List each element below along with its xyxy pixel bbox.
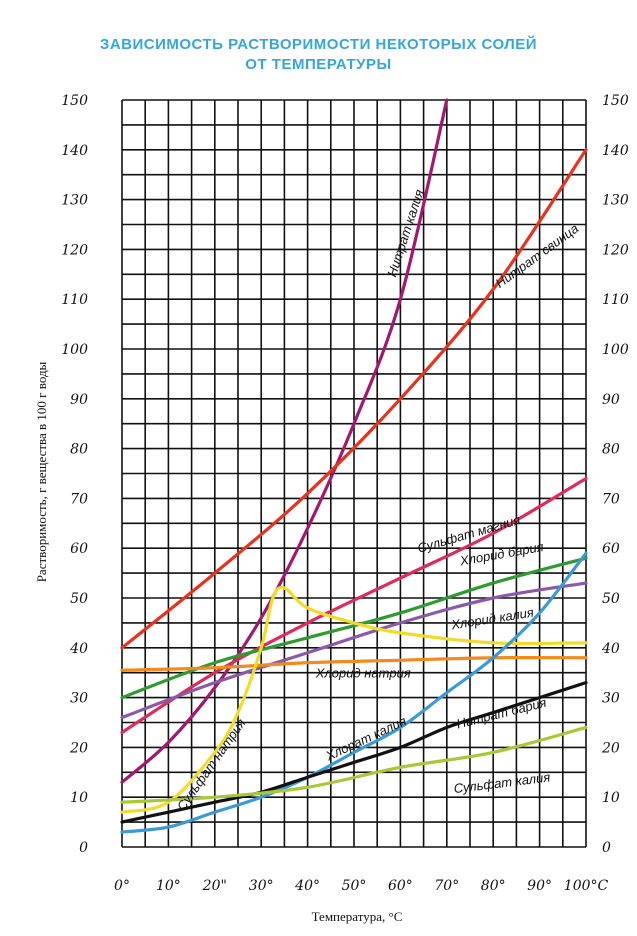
- series-label-10: Сульфат калия: [453, 769, 551, 796]
- y-tick-label-right: 70: [602, 491, 620, 507]
- series-line-1: [120, 98, 449, 784]
- y-tick-label-right: 20: [601, 740, 620, 756]
- y-tick-label-right: 50: [602, 591, 620, 607]
- series-line-7: [120, 585, 588, 814]
- y-tick-label-right: 40: [601, 641, 620, 657]
- y-tick-label-left: 110: [61, 292, 88, 308]
- y-tick-label-left: 60: [70, 541, 88, 557]
- x-axis-label: Температура, °С: [312, 909, 403, 924]
- x-tick-label: 40°: [294, 878, 320, 894]
- chart-title-line1: ЗАВИСИМОСТЬ РАСТВОРИМОСТИ НЕКОТОРЫХ СОЛЕ…: [99, 36, 538, 53]
- y-tick-label-left: 100: [61, 342, 88, 358]
- y-tick-label-right: 100: [602, 342, 629, 358]
- y-tick-label-left: 10: [70, 790, 88, 806]
- y-tick-label-right: 110: [602, 292, 629, 308]
- series-label-9: Нитрат бария: [455, 695, 548, 732]
- y-axis-label: Растворимость, г вещества в 100 г воды: [34, 361, 49, 582]
- y-tick-label-left: 30: [70, 691, 88, 707]
- series-line-6: [120, 655, 588, 672]
- y-tick-label-left: 80: [70, 442, 88, 458]
- series-line-3: [120, 476, 588, 735]
- x-tick-label: 80°: [481, 878, 506, 894]
- x-tick-label: 90°: [527, 878, 552, 894]
- series-line-10: [120, 725, 588, 804]
- x-tick-label: 50°: [342, 878, 367, 894]
- series-label-8: Хлорат калия: [323, 713, 409, 764]
- series-label-5: Хлорид калия: [449, 605, 535, 633]
- x-tick-label: 70°: [434, 878, 459, 894]
- series-label-2: Нитрат свинца: [493, 221, 582, 291]
- series-line-4: [120, 556, 588, 700]
- series-line-9: [120, 681, 588, 824]
- y-tick-label-right: 140: [602, 143, 629, 159]
- x-tick-label: 30°: [249, 878, 274, 894]
- y-tick-label-left: 90: [70, 392, 88, 408]
- x-tick-label: 100°C: [564, 878, 609, 894]
- y-tick-label-left: 120: [61, 242, 88, 258]
- y-tick-label-left: 140: [61, 143, 88, 159]
- y-tick-label-left: 0: [79, 840, 88, 856]
- series-label-1: Нитрат калия: [384, 187, 426, 278]
- y-tick-label-right: 0: [602, 840, 611, 856]
- y-tick-label-right: 90: [602, 392, 620, 408]
- y-tick-label-left: 20: [69, 740, 88, 756]
- x-tick-label: 20": [202, 878, 227, 894]
- y-tick-label-right: 10: [602, 790, 620, 806]
- x-tick-label: 10°: [156, 878, 181, 894]
- series-label-6: Хлорид натрия: [315, 666, 411, 681]
- y-tick-label-left: 50: [70, 591, 88, 607]
- series-line-2: [120, 148, 588, 650]
- y-tick-label-left: 40: [69, 641, 88, 657]
- y-tick-label-right: 130: [602, 193, 629, 209]
- x-tick-label: 0°: [114, 878, 130, 894]
- y-tick-label-left: 130: [61, 193, 88, 209]
- y-tick-label-right: 150: [602, 93, 629, 109]
- y-tick-label-left: 150: [61, 93, 88, 109]
- y-tick-label-right: 30: [602, 691, 620, 707]
- y-tick-label-right: 120: [602, 242, 629, 258]
- y-tick-label-left: 70: [70, 491, 88, 507]
- y-tick-label-right: 80: [602, 442, 620, 458]
- x-tick-label: 60°: [388, 878, 413, 894]
- series-line-8: [120, 551, 588, 834]
- y-tick-label-right: 60: [602, 541, 620, 557]
- chart-title-line2: ОТ ТЕМПЕРАТУРЫ: [245, 56, 392, 73]
- series-line-5: [120, 581, 588, 720]
